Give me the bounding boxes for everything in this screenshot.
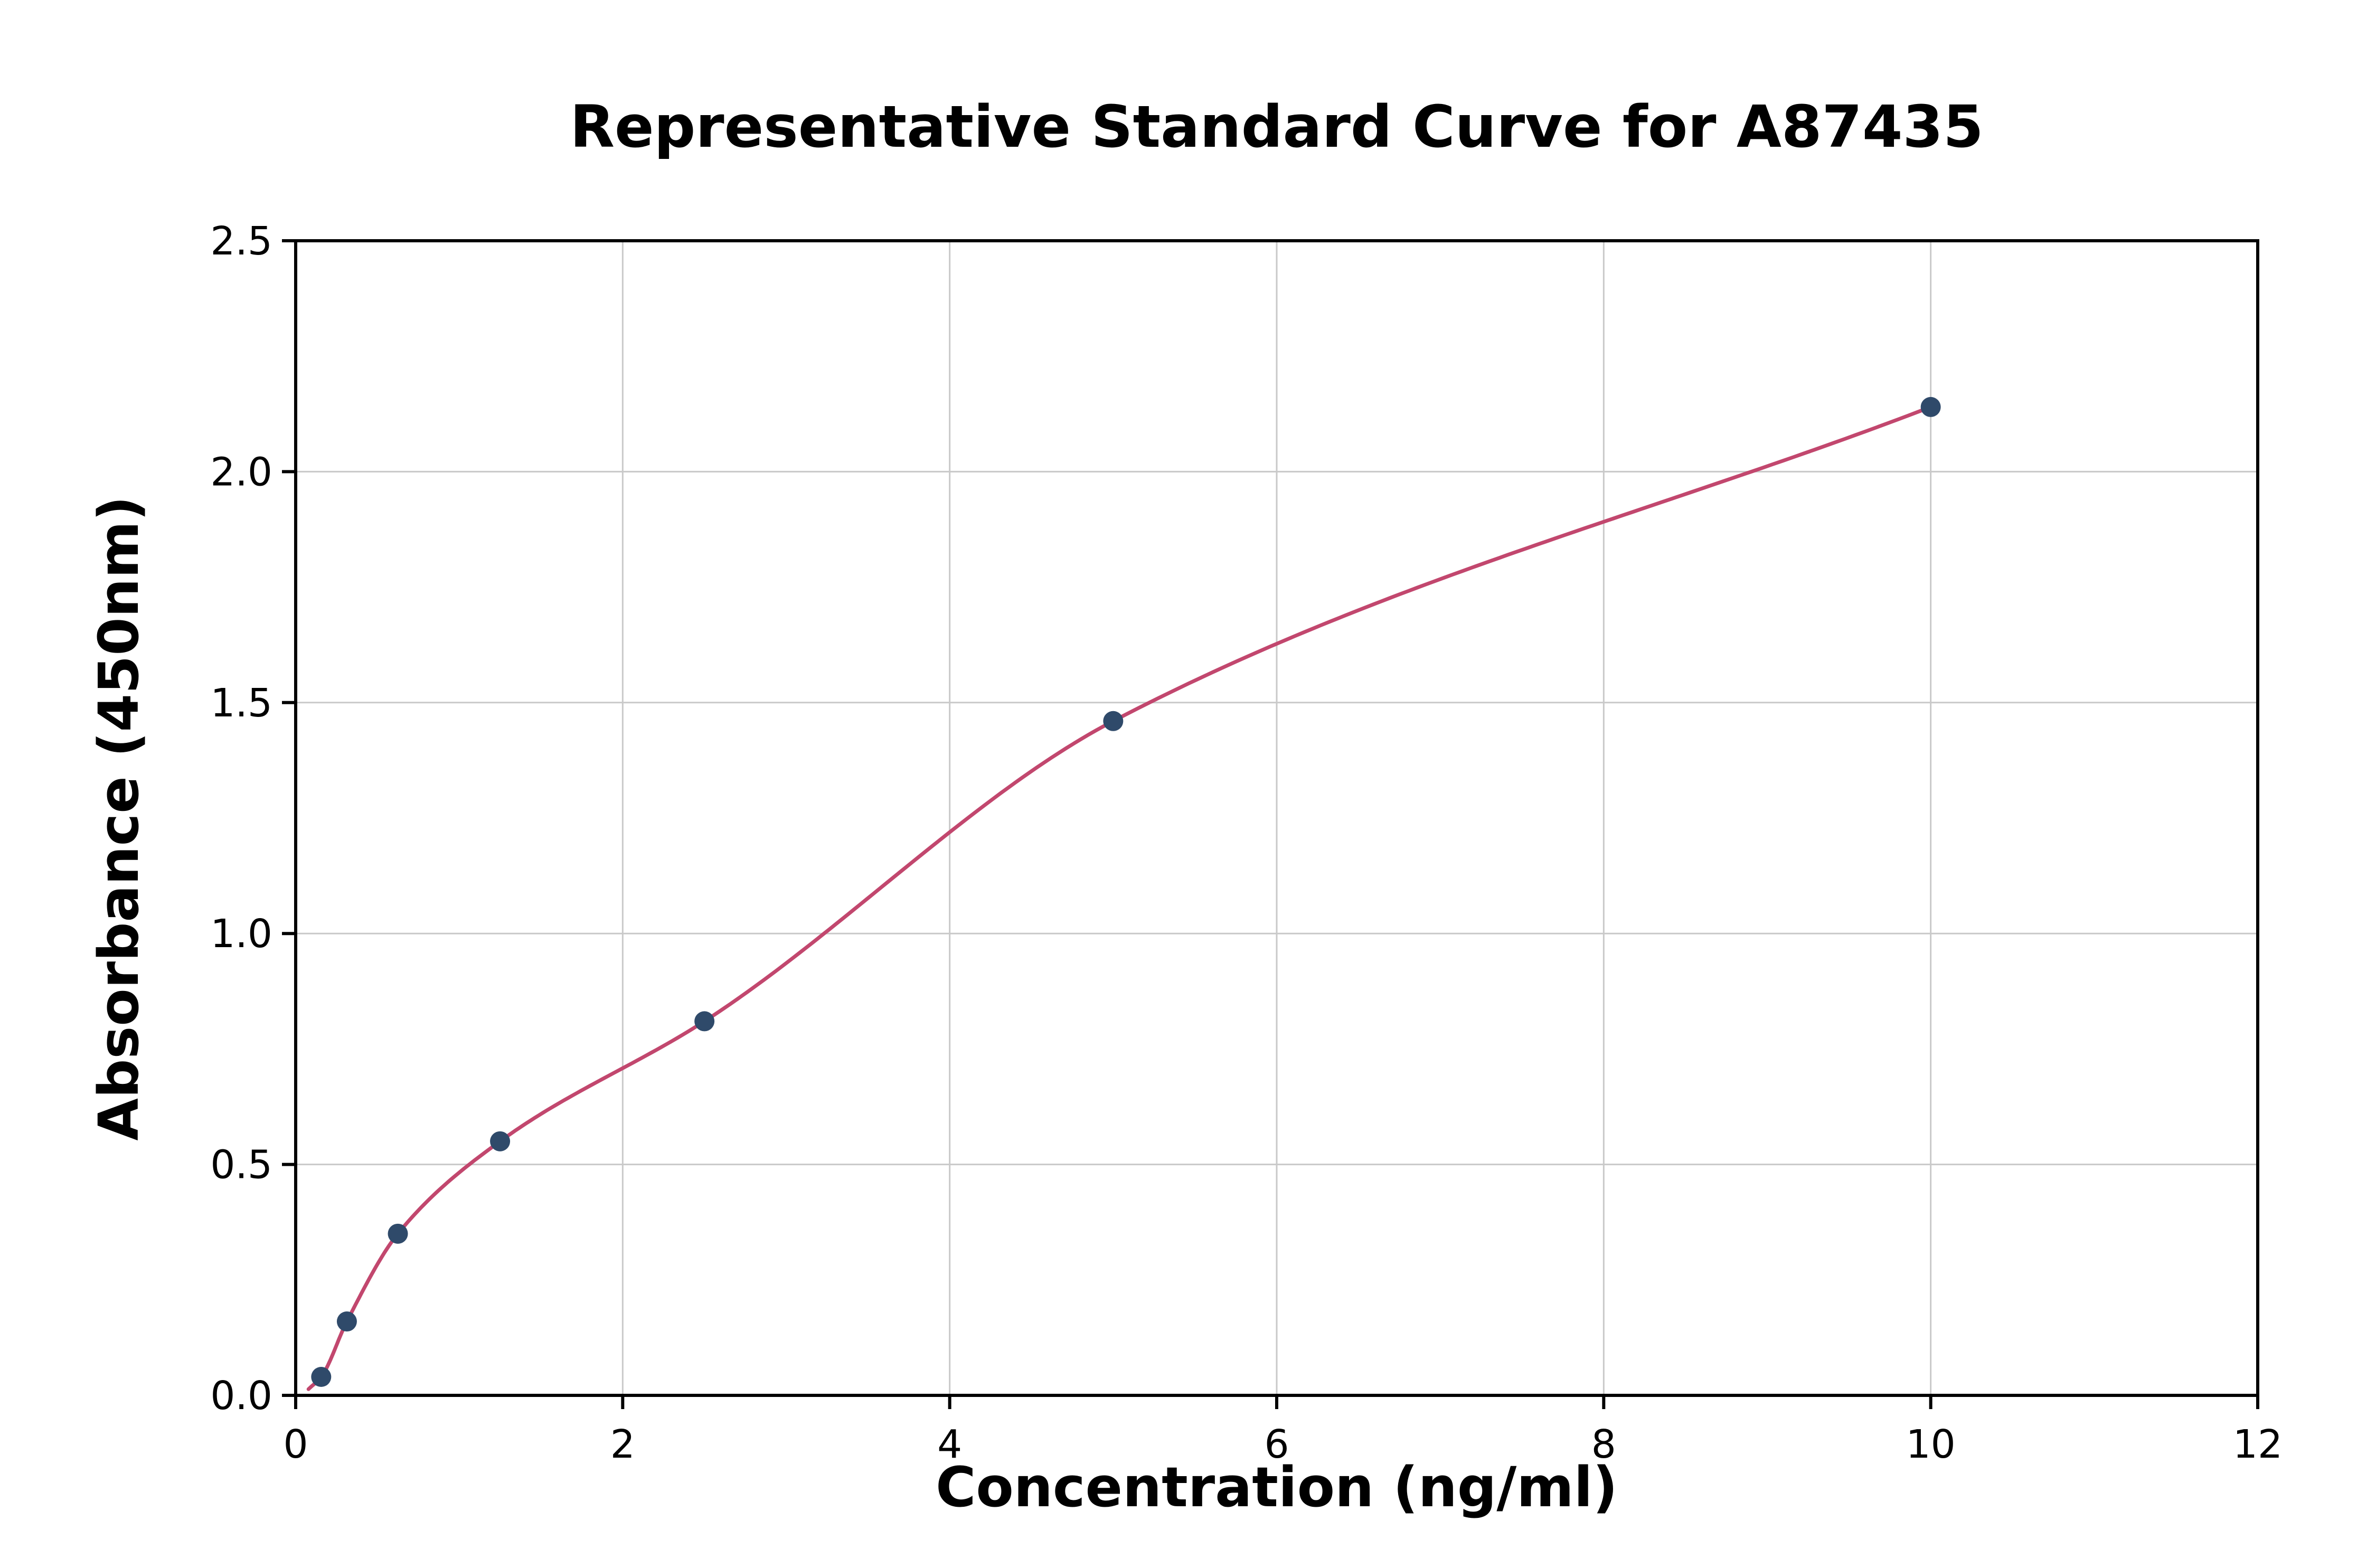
- y-tick-label: 2.5: [210, 219, 272, 264]
- y-tick-label: 1.5: [210, 681, 272, 726]
- x-tick-label: 10: [1906, 1422, 1956, 1467]
- data-point: [388, 1223, 408, 1244]
- y-tick-label: 2.0: [210, 449, 272, 495]
- fitted-curve: [306, 405, 1933, 1391]
- y-tick-label: 0.0: [210, 1373, 272, 1419]
- data-point: [694, 1011, 715, 1032]
- x-tick-label: 8: [1591, 1422, 1616, 1467]
- data-point: [490, 1131, 511, 1151]
- x-tick-label: 4: [937, 1422, 962, 1467]
- data-point: [1103, 711, 1124, 731]
- data-point: [311, 1367, 332, 1387]
- data-point: [1920, 396, 1941, 417]
- x-tick-label: 12: [2233, 1422, 2283, 1467]
- x-tick-label: 0: [283, 1422, 308, 1467]
- y-tick-label: 1.0: [210, 911, 272, 957]
- y-tick-label: 0.5: [210, 1142, 272, 1188]
- x-tick-label: 2: [610, 1422, 635, 1467]
- chart-title: Representative Standard Curve for A87435: [570, 93, 1984, 160]
- data-point: [336, 1311, 357, 1332]
- x-axis-title: Concentration (ng/ml): [936, 1455, 1618, 1519]
- x-tick-label: 6: [1264, 1422, 1289, 1467]
